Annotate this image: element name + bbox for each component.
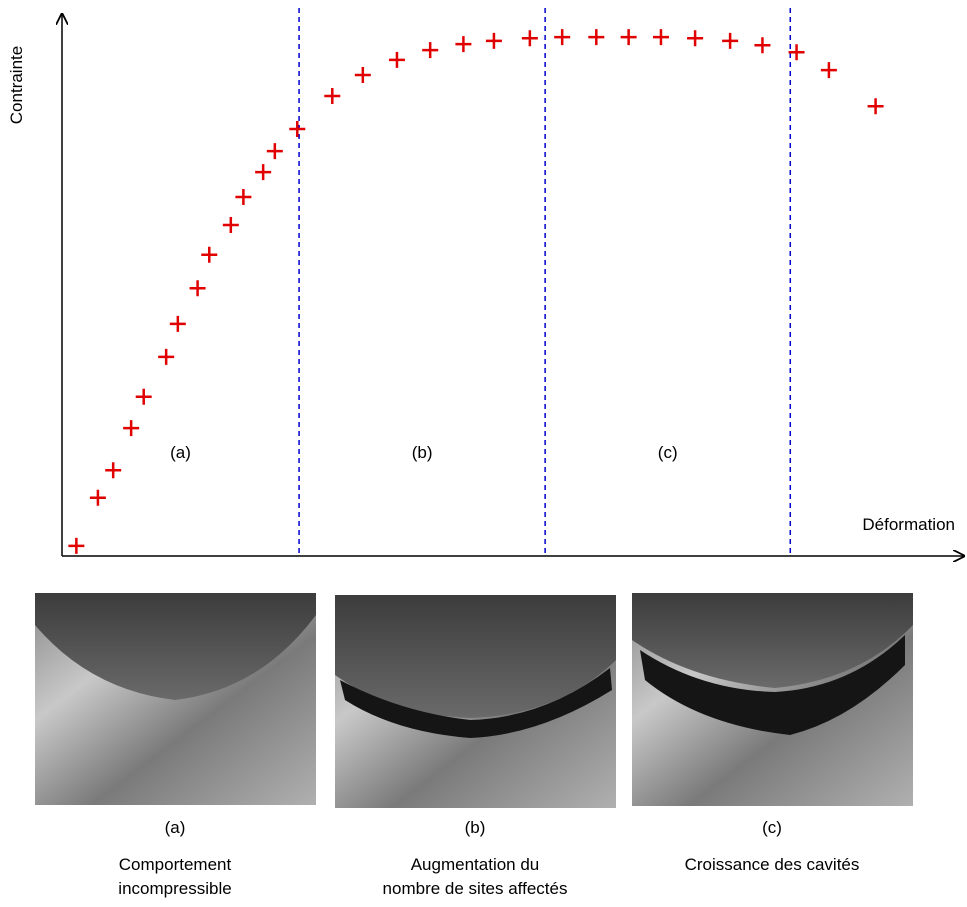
y-axis-label: Contrainte: [7, 46, 26, 124]
data-point: [620, 29, 637, 46]
panel-caption: Comportement: [119, 855, 232, 874]
data-point: [89, 489, 106, 506]
data-point: [485, 32, 502, 49]
panel-caption: Augmentation du: [411, 855, 540, 874]
x-axis-label: Déformation: [862, 515, 955, 534]
data-point: [169, 315, 186, 332]
region-label: (c): [658, 443, 678, 462]
data-point: [554, 29, 571, 46]
panel-label: (c): [762, 818, 782, 837]
data-point: [521, 30, 538, 47]
data-point: [324, 88, 341, 104]
data-point: [201, 246, 218, 263]
data-point: [588, 29, 605, 46]
data-point: [255, 164, 272, 181]
data-point: [455, 36, 472, 53]
data-point: [266, 143, 283, 160]
data-point: [867, 98, 884, 115]
data-point: [754, 37, 771, 54]
data-point: [388, 51, 405, 68]
data-point: [652, 29, 669, 46]
data-point: [289, 120, 306, 137]
panel-caption: nombre de sites affectés: [383, 879, 568, 898]
panel-caption: Croissance des cavités: [685, 855, 860, 874]
data-point: [354, 66, 371, 83]
region-label: (b): [412, 443, 433, 462]
data-point: [105, 462, 122, 479]
data-point: [722, 32, 739, 49]
micrograph: [35, 593, 316, 805]
micrograph: [632, 593, 913, 806]
data-point: [158, 348, 175, 365]
data-point: [123, 420, 140, 437]
data-point: [135, 388, 152, 405]
data-point: [68, 537, 85, 554]
data-point: [788, 44, 805, 61]
data-point: [189, 280, 206, 297]
data-point: [235, 188, 252, 205]
panel-label: (b): [465, 818, 486, 837]
micrograph: [335, 595, 616, 808]
data-point: [820, 62, 837, 79]
data-point: [222, 217, 239, 234]
data-point: [687, 30, 704, 47]
data-point: [422, 42, 439, 59]
panel-label: (a): [165, 818, 186, 837]
panel-caption: incompressible: [118, 879, 231, 898]
region-label: (a): [170, 443, 191, 462]
